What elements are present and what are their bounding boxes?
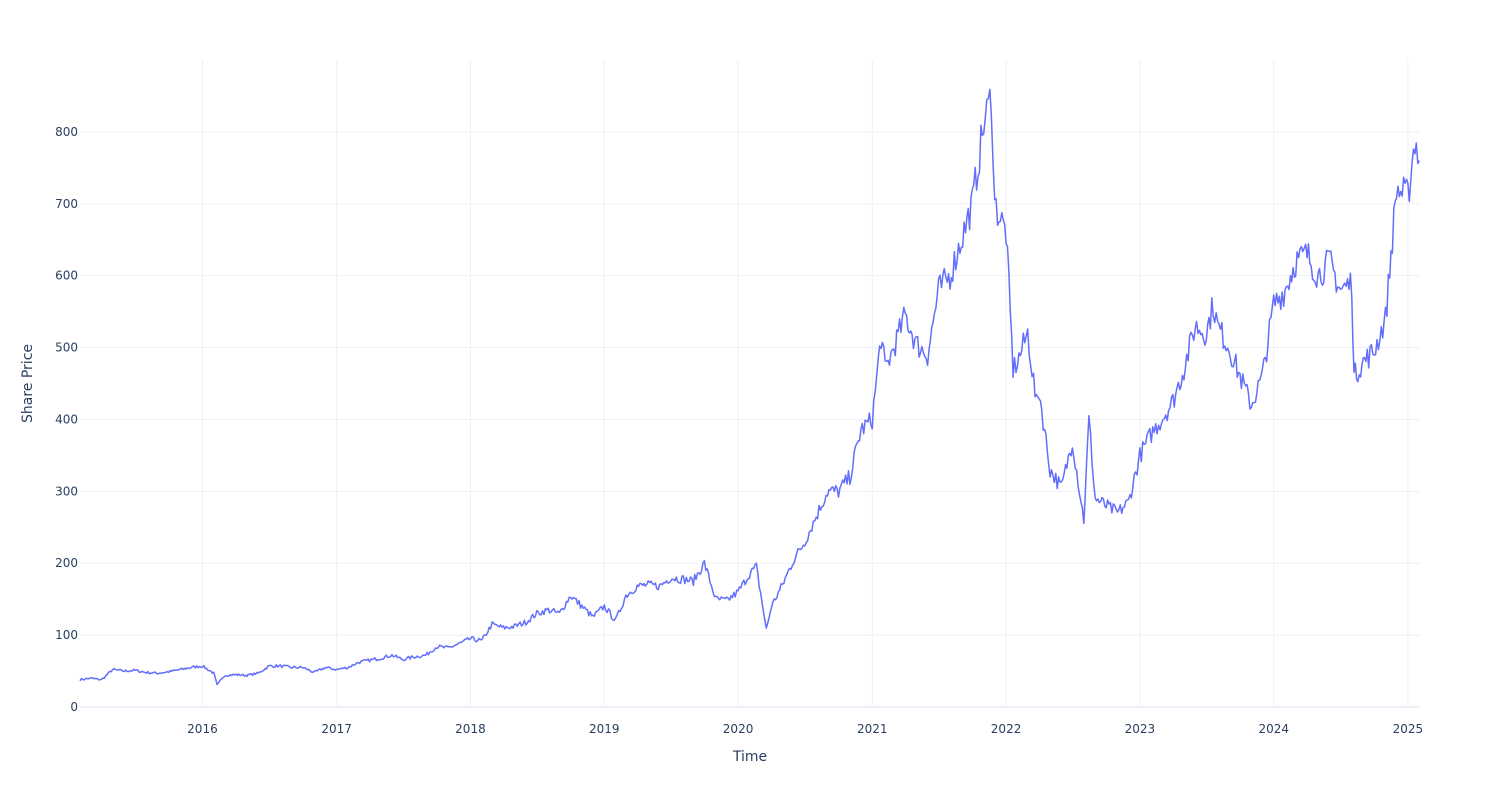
y-axis-title: Share Price <box>20 344 36 423</box>
y-tick-label: 200 <box>55 556 78 570</box>
y-tick-label: 400 <box>55 412 78 426</box>
series-line-share-price <box>79 88 1420 686</box>
x-tick-label: 2025 <box>1393 722 1424 736</box>
x-tick-label: 2020 <box>723 722 754 736</box>
y-gridlines <box>80 131 1420 636</box>
x-tick-label: 2018 <box>455 722 486 736</box>
y-tick-label: 700 <box>55 197 78 211</box>
x-gridlines <box>201 60 1409 707</box>
y-tick-label: 500 <box>55 341 78 355</box>
x-axis-title: Time <box>732 749 767 765</box>
y-tick-label: 800 <box>55 125 78 139</box>
y-tick-label: 0 <box>70 700 78 714</box>
x-tick-label: 2016 <box>187 722 218 736</box>
x-tick-labels: 2016 2017 2018 2019 2020 2021 2022 2023 2024 2025 <box>187 722 1423 736</box>
y-tick-label: 600 <box>55 269 78 283</box>
x-tick-label: 2021 <box>857 722 888 736</box>
y-tick-label: 300 <box>55 484 78 498</box>
x-tick-label: 2017 <box>321 722 352 736</box>
x-tick-label: 2019 <box>589 722 620 736</box>
y-tick-label: 100 <box>55 628 78 642</box>
y-tick-labels: 0 100 200 300 400 500 600 700 800 <box>55 125 78 714</box>
x-tick-label: 2022 <box>991 722 1022 736</box>
x-tick-label: 2024 <box>1258 722 1289 736</box>
x-tick-label: 2023 <box>1125 722 1156 736</box>
